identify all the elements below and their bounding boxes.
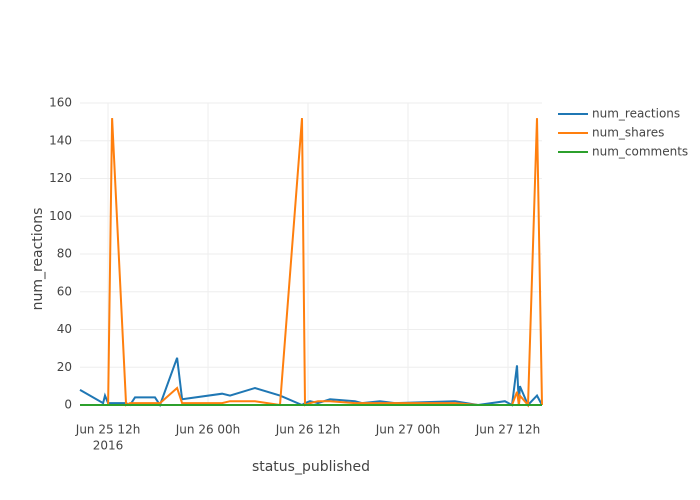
x-tick-year: 2016	[93, 439, 124, 453]
legend-label: num_comments	[592, 145, 688, 159]
legend-label: num_shares	[592, 126, 664, 140]
legend-label: num_reactions	[592, 107, 680, 121]
y-axis-title: num_reactions	[30, 208, 46, 311]
x-tick-label: Jun 25 12h	[75, 423, 141, 437]
series-line	[79, 357, 543, 408]
y-tick-label: 0	[64, 398, 72, 412]
y-tick-label: 120	[49, 171, 72, 185]
y-tick-label: 160	[49, 96, 72, 110]
x-tick-label: Jun 27 00h	[375, 423, 441, 437]
x-tick-label: Jun 26 12h	[275, 423, 341, 437]
y-tick-label: 140	[49, 133, 72, 147]
y-tick-label: 80	[57, 247, 72, 261]
y-tick-label: 100	[49, 209, 72, 223]
y-tick-label: 20	[57, 360, 72, 374]
x-axis-title: status_published	[252, 459, 370, 475]
x-tick-label: Jun 27 12h	[475, 423, 541, 437]
y-tick-label: 40	[57, 322, 72, 336]
y-tick-label: 60	[57, 284, 72, 298]
series-line	[80, 118, 543, 408]
x-tick-label: Jun 26 00h	[175, 423, 241, 437]
